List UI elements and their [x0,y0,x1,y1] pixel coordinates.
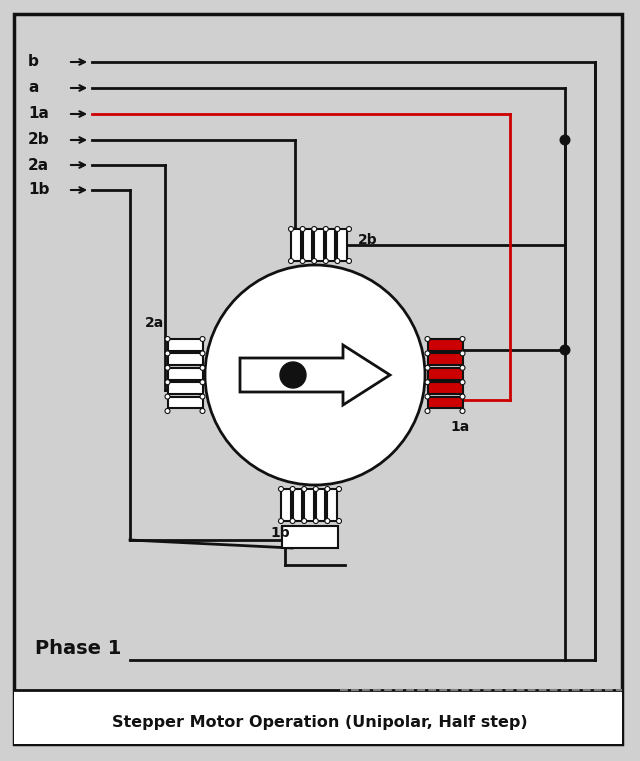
Circle shape [425,409,430,413]
Circle shape [200,409,205,413]
Circle shape [337,518,342,524]
Circle shape [165,409,170,413]
Circle shape [460,409,465,413]
Circle shape [165,336,170,342]
Text: 1b: 1b [270,526,290,540]
Text: Stepper Motor Operation (Unipolar, Half step): Stepper Motor Operation (Unipolar, Half … [112,715,528,730]
Bar [291,229,301,261]
Bar [168,339,202,351]
Circle shape [425,394,430,399]
Circle shape [425,365,430,371]
Circle shape [325,518,330,524]
Circle shape [323,227,328,231]
Text: 1b: 1b [28,183,49,198]
Circle shape [335,259,340,263]
Bar [428,339,463,351]
Text: 2b: 2b [358,233,378,247]
Circle shape [300,259,305,263]
Text: 1a: 1a [450,420,469,434]
Text: b: b [28,55,39,69]
Circle shape [346,227,351,231]
Circle shape [460,394,465,399]
Circle shape [425,336,430,342]
Circle shape [290,486,295,492]
Bar [428,368,463,380]
Circle shape [559,135,570,145]
Bar [428,382,463,394]
Text: 2a: 2a [145,316,164,330]
Circle shape [323,259,328,263]
Circle shape [200,365,205,371]
Circle shape [278,486,284,492]
Text: 2a: 2a [28,158,49,173]
Circle shape [301,486,307,492]
Circle shape [165,351,170,356]
Bar [292,489,302,521]
Bar [303,229,312,261]
Bar [328,489,337,521]
Circle shape [200,380,205,385]
Bar [168,382,202,394]
Bar [168,368,202,380]
Bar [316,489,325,521]
Bar [428,353,463,365]
Text: 2b: 2b [28,132,50,148]
Circle shape [460,365,465,371]
Circle shape [425,351,430,356]
Circle shape [165,380,170,385]
Bar [337,229,347,261]
Circle shape [337,486,342,492]
Circle shape [312,227,317,231]
Circle shape [278,518,284,524]
Bar [168,353,202,365]
Text: Phase 1: Phase 1 [35,638,122,658]
Circle shape [425,380,430,385]
Circle shape [200,351,205,356]
Bar [14,690,622,744]
Circle shape [312,259,317,263]
Circle shape [346,259,351,263]
Bar [314,229,324,261]
Bar [282,526,338,548]
Circle shape [290,518,295,524]
Circle shape [300,227,305,231]
Circle shape [165,365,170,371]
Circle shape [289,227,294,231]
Circle shape [314,486,318,492]
Circle shape [460,380,465,385]
Circle shape [335,227,340,231]
Text: a: a [28,81,38,95]
Bar [326,229,335,261]
Circle shape [314,518,318,524]
Bar [168,396,202,409]
Circle shape [460,336,465,342]
Bar [304,489,314,521]
Circle shape [200,336,205,342]
Circle shape [559,345,570,355]
Polygon shape [240,345,390,405]
Text: 1a: 1a [28,107,49,122]
Circle shape [280,362,306,388]
Circle shape [205,265,425,485]
Circle shape [165,394,170,399]
Circle shape [301,518,307,524]
Circle shape [289,259,294,263]
Bar [281,489,291,521]
Circle shape [325,486,330,492]
Bar [428,396,463,409]
Circle shape [200,394,205,399]
Circle shape [460,351,465,356]
